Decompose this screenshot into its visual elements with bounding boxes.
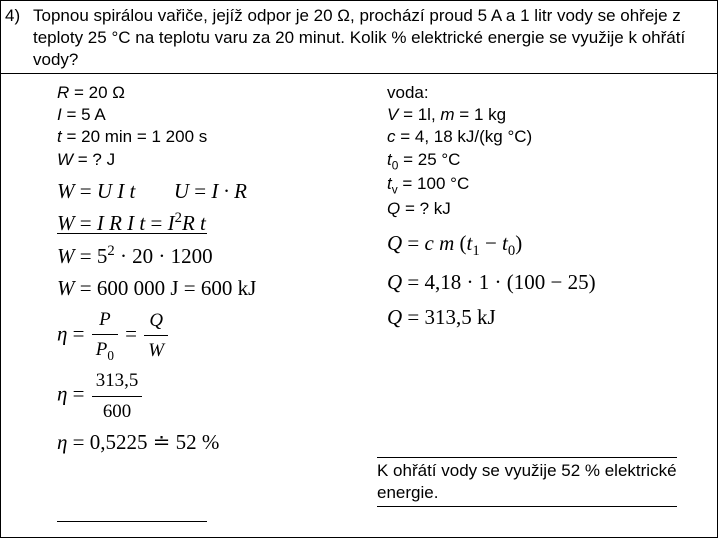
water-head: voda: [387, 82, 709, 104]
eq-w1: W = U I t [57, 179, 135, 203]
right-column: voda: V = 1l, m = 1 kg c = 4, 18 kJ/(kg … [387, 82, 709, 458]
content-area: R = 20 Ω I = 5 A t = 20 min = 1 200 s W … [1, 74, 717, 458]
left-column: R = 20 Ω I = 5 A t = 20 min = 1 200 s W … [57, 82, 387, 458]
given-right: voda: V = 1l, m = 1 kg c = 4, 18 kJ/(kg … [387, 82, 709, 220]
eq-q3: Q = 313,5 kJ [387, 300, 709, 336]
rule-2 [57, 521, 207, 522]
eq-w2: W = I R I t = I2R t [57, 207, 387, 240]
eq-u: U = I · R [174, 179, 247, 203]
eq-q1: Q = c m (t1 − t0) [387, 226, 709, 264]
answer-box: K ohřátí vody se využije 52 % elektrické… [377, 457, 677, 507]
equations-right: Q = c m (t1 − t0) Q = 4,18 · 1 · (100 − … [387, 226, 709, 336]
problem-header: 4) Topnou spirálou vařiče, jejíž odpor j… [1, 1, 717, 74]
eq-w4: W = 600 000 J = 600 kJ [57, 272, 387, 305]
eq-w3: W = 52 · 20 · 1200 [57, 240, 387, 273]
problem-number: 4) [5, 5, 33, 71]
problem-text: Topnou spirálou vařiče, jejíž odpor je 2… [33, 5, 709, 71]
eq-eta1: η = PP0 = QW [57, 305, 387, 367]
given-left: R = 20 Ω I = 5 A t = 20 min = 1 200 s W … [57, 82, 387, 170]
eq-eta3: η = 0,5225 ≐ 52 % [57, 426, 387, 459]
eq-q2: Q = 4,18 · 1 · (100 − 25) [387, 265, 709, 301]
page-frame: 4) Topnou spirálou vařiče, jejíž odpor j… [0, 0, 718, 538]
rule-1 [57, 233, 207, 234]
equations-left: W = U I t U = I · R W = I R I t = I2R t … [57, 175, 387, 459]
eq-eta2: η = 313,5600 [57, 366, 387, 426]
answer-text: K ohřátí vody se využije 52 % elektrické… [377, 461, 677, 502]
